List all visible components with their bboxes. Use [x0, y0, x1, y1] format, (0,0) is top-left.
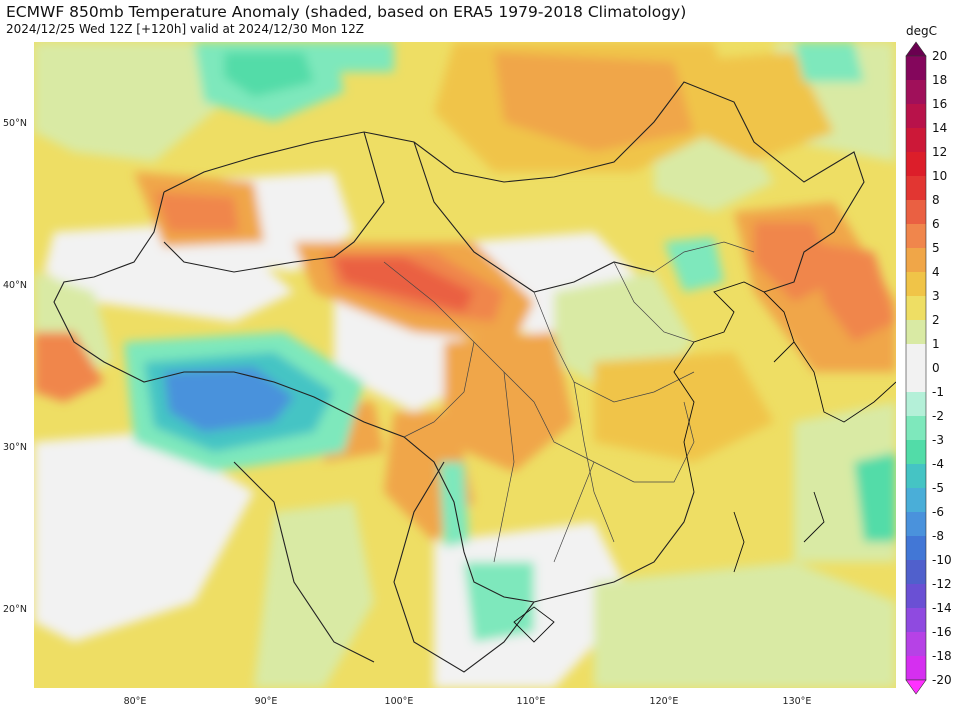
- colorbar-segment: [906, 560, 926, 585]
- colorbar-segment: [906, 80, 926, 105]
- province-borders: [383, 241, 755, 563]
- lon-label: 120°E: [649, 696, 679, 707]
- colorbar-tick-label: 3: [932, 289, 940, 303]
- lon-label: 80°E: [123, 696, 147, 707]
- colorbar-segment: [906, 200, 926, 225]
- colorbar-segment: [906, 488, 926, 513]
- colorbar-segment: [906, 104, 926, 129]
- colorbar-tick-label: -20: [932, 673, 952, 687]
- colorbar-tick-label: -1: [932, 385, 944, 399]
- lat-label: 40°N: [3, 280, 27, 291]
- colorbar-extend-high: [905, 41, 927, 57]
- colorbar-segment: [906, 464, 926, 489]
- coastline: [513, 281, 896, 643]
- colorbar-segment: [906, 248, 926, 273]
- lon-label: 90°E: [254, 696, 278, 707]
- colorbar-segment: [906, 440, 926, 465]
- lon-label: 100°E: [384, 696, 414, 707]
- colorbar-tick-label: 4: [932, 265, 940, 279]
- lat-label: 30°N: [3, 442, 27, 453]
- colorbar-segment: [906, 56, 926, 81]
- colorbar-segment: [906, 584, 926, 609]
- colorbar-tick-label: 8: [932, 193, 940, 207]
- colorbar-tick-label: 10: [932, 169, 948, 183]
- colorbar-segment: [906, 344, 926, 369]
- colorbar-segment: [906, 368, 926, 393]
- colorbar-segment: [906, 416, 926, 441]
- colorbar-segment: [906, 632, 926, 657]
- colorbar-extend-low: [905, 679, 927, 695]
- map-title: ECMWF 850mb Temperature Anomaly (shaded,…: [6, 3, 687, 21]
- colorbar-tick-label: -3: [932, 433, 944, 447]
- colorbar-tick-label: -14: [932, 601, 952, 615]
- colorbar-tick-label: 16: [932, 97, 948, 111]
- colorbar-segment: [906, 392, 926, 417]
- colorbar-segment: [906, 656, 926, 681]
- lat-label: 50°N: [3, 118, 27, 129]
- map-panel[interactable]: [34, 42, 896, 688]
- lon-label: 130°E: [782, 696, 812, 707]
- colorbar-segment: [906, 536, 926, 561]
- colorbar-segment: [906, 272, 926, 297]
- colorbar-tick-label: -12: [932, 577, 952, 591]
- colorbar-units: degC: [906, 24, 937, 38]
- map-subtitle: 2024/12/25 Wed 12Z [+120h] valid at 2024…: [6, 22, 365, 36]
- colorbar-segment: [906, 128, 926, 153]
- colorbar-tick-label: 18: [932, 73, 948, 87]
- colorbar-segment: [906, 152, 926, 177]
- colorbar-tick-label: -5: [932, 481, 944, 495]
- colorbar-tick-label: -10: [932, 553, 952, 567]
- colorbar-tick-label: 1: [932, 337, 940, 351]
- colorbar-tick-label: 20: [932, 49, 948, 63]
- colorbar-tick-label: -6: [932, 505, 944, 519]
- colorbar-tick-label: -4: [932, 457, 944, 471]
- colorbar-segment: [906, 296, 926, 321]
- colorbar-tick-label: -2: [932, 409, 944, 423]
- lat-label: 20°N: [3, 604, 27, 615]
- colorbar-segment: [906, 512, 926, 537]
- colorbar-segment: [906, 224, 926, 249]
- colorbar: [905, 41, 927, 695]
- anomaly-map: [34, 42, 896, 688]
- lon-label: 110°E: [516, 696, 546, 707]
- colorbar-tick-label: -8: [932, 529, 944, 543]
- colorbar-tick-label: 14: [932, 121, 948, 135]
- colorbar-tick-label: 5: [932, 241, 940, 255]
- colorbar-tick-label: -16: [932, 625, 952, 639]
- colorbar-segment: [906, 176, 926, 201]
- colorbar-tick-label: -18: [932, 649, 952, 663]
- shading-layer: [34, 42, 896, 688]
- colorbar-segment: [906, 608, 926, 633]
- colorbar-tick-label: 2: [932, 313, 940, 327]
- colorbar-tick-label: 0: [932, 361, 940, 375]
- colorbar-tick-label: 6: [932, 217, 940, 231]
- colorbar-tick-label: 12: [932, 145, 948, 159]
- colorbar-segment: [906, 320, 926, 345]
